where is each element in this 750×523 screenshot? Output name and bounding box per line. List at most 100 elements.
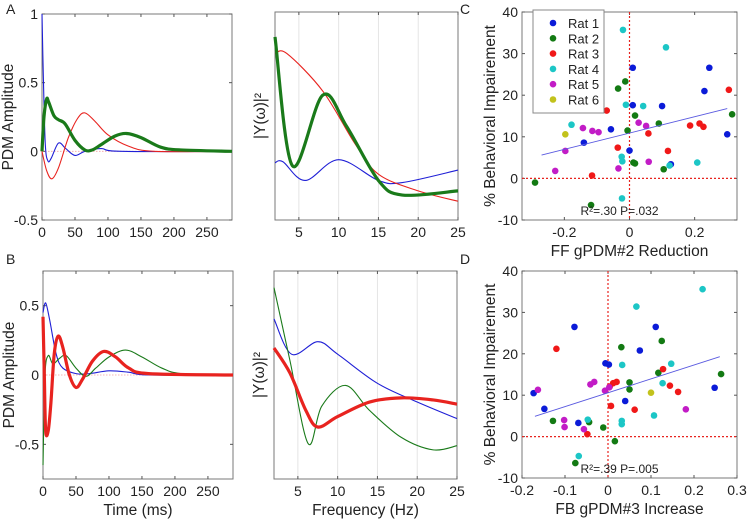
data-point-rat-1 [571,323,578,331]
y-tick-label: 10 [502,387,518,403]
axes-box [274,11,459,221]
data-point-rat-5 [595,128,602,136]
x-tick-label: 0.3 [727,482,747,498]
y-tick-label: 40 [502,263,518,279]
data-point-rat-4 [667,360,675,368]
chart-b-freq: 5 10 15 20 25 Frequency (Hz) |Y(ω)|² [251,270,465,519]
series-line-red [41,316,234,438]
series-line-green [42,349,234,466]
y-tick-label: 0.5 [20,298,40,314]
y-axis-label: PDM Amplitude [0,64,17,171]
data-point-rat-4 [693,159,701,166]
data-point-rat-4 [618,361,626,369]
fit-line [541,108,728,156]
data-point-rat-1 [636,347,644,354]
data-point-rat-3 [674,388,682,396]
stats-annotation: R²=.30 P=.032 [580,204,658,218]
data-point-rat-1 [711,384,718,392]
data-point-rat-4 [639,102,647,110]
data-point-rat-3 [659,365,667,373]
legend-label: Rat 5 [568,77,599,92]
legend-marker [549,50,557,57]
legend-label: Rat 6 [568,93,599,108]
legend-label: Rat 1 [568,16,599,31]
data-point-rat-5 [534,386,542,394]
stats-annotation: R²=.39 P=.005 [580,462,658,476]
x-tick-label: 0.2 [685,224,705,240]
series-line-green [273,36,459,197]
x-tick-label: -0.2 [552,224,576,240]
x-tick-label: 200 [163,483,187,499]
series-line-blue [42,302,234,376]
data-point-rat-2 [728,111,736,118]
series-line-red [274,50,459,202]
y-tick-label: -10 [498,470,518,486]
series-line-blue [41,13,233,163]
x-tick-label: 250 [196,483,220,499]
data-point-rat-2 [621,78,629,85]
x-tick-label: 0.2 [684,482,704,498]
data-point-rat-3 [686,122,694,129]
x-tick-label: 0 [626,224,634,240]
data-point-rat-2 [624,127,631,134]
y-tick-label: -0.5 [15,436,39,452]
data-point-rat-2 [717,370,725,378]
y-tick-label: 0 [510,170,518,186]
data-point-rat-2 [599,424,607,431]
data-point-rat-4 [568,121,575,129]
data-point-rat-1 [541,405,548,413]
panel-label-d: D [460,251,470,267]
legend-marker [549,80,557,88]
x-axis-label: Frequency (Hz) [312,502,419,519]
chart-c: -0.2 0 0.2 -10 0 10 20 30 40 FF gPDM#2 Reduction%… [482,4,738,260]
data-point-rat-3 [614,144,622,151]
data-point-rat-3 [666,382,674,389]
x-tick-label: 10 [331,224,347,240]
y-axis-label: % Behavioral Impairement [482,24,499,206]
data-point-rat-5 [579,124,587,132]
series-line-blue [273,318,458,420]
data-point-rat-5 [682,405,690,413]
series-line-green [273,287,458,451]
x-tick-label: 50 [67,224,83,240]
legend-marker [549,35,557,42]
x-tick-label: 250 [195,224,219,240]
legend-marker [549,96,557,103]
data-point-rat-4 [699,285,706,293]
legend-label: Rat 4 [568,62,599,77]
x-tick-label: 200 [162,224,186,240]
data-point-rat-3 [725,86,733,94]
x-tick-label: 0 [38,224,46,240]
x-tick-label: -0.2 [510,482,534,498]
data-point-rat-3 [588,172,596,179]
legend-box [532,9,605,114]
x-tick-label: 100 [97,483,121,499]
legend-marker [549,65,557,73]
data-point-rat-2 [549,417,557,425]
data-point-rat-2 [572,459,579,467]
y-axis-label: |Y(ω)|² [252,93,269,139]
chart-b-time: 0 50 100 150 200 250 -0.5 0 0.5 Time (ms) PDM Ampl… [1,270,234,519]
data-point-rat-1 [652,323,660,331]
panel-label-c: C [460,1,470,17]
data-point-rat-5 [561,423,568,431]
series-line-blue [274,159,459,185]
y-tick-label: 0.5 [19,75,39,91]
x-tick-label: 15 [370,483,386,499]
data-point-rat-5 [560,416,568,424]
x-axis-label: FB gPDM#3 Increase [555,501,703,518]
x-tick-label: -0.1 [553,482,577,498]
data-point-rat-1 [723,131,731,138]
y-tick-label: 20 [502,87,518,103]
data-point-rat-3 [607,402,615,410]
data-point-rat-2 [631,112,639,119]
data-point-rat-2 [618,343,625,351]
y-tick-label: 0 [510,429,518,445]
data-point-rat-5 [635,119,642,126]
data-point-rat-1 [706,64,713,72]
y-tick-label: -0.5 [14,212,38,228]
data-point-rat-1 [658,102,666,110]
